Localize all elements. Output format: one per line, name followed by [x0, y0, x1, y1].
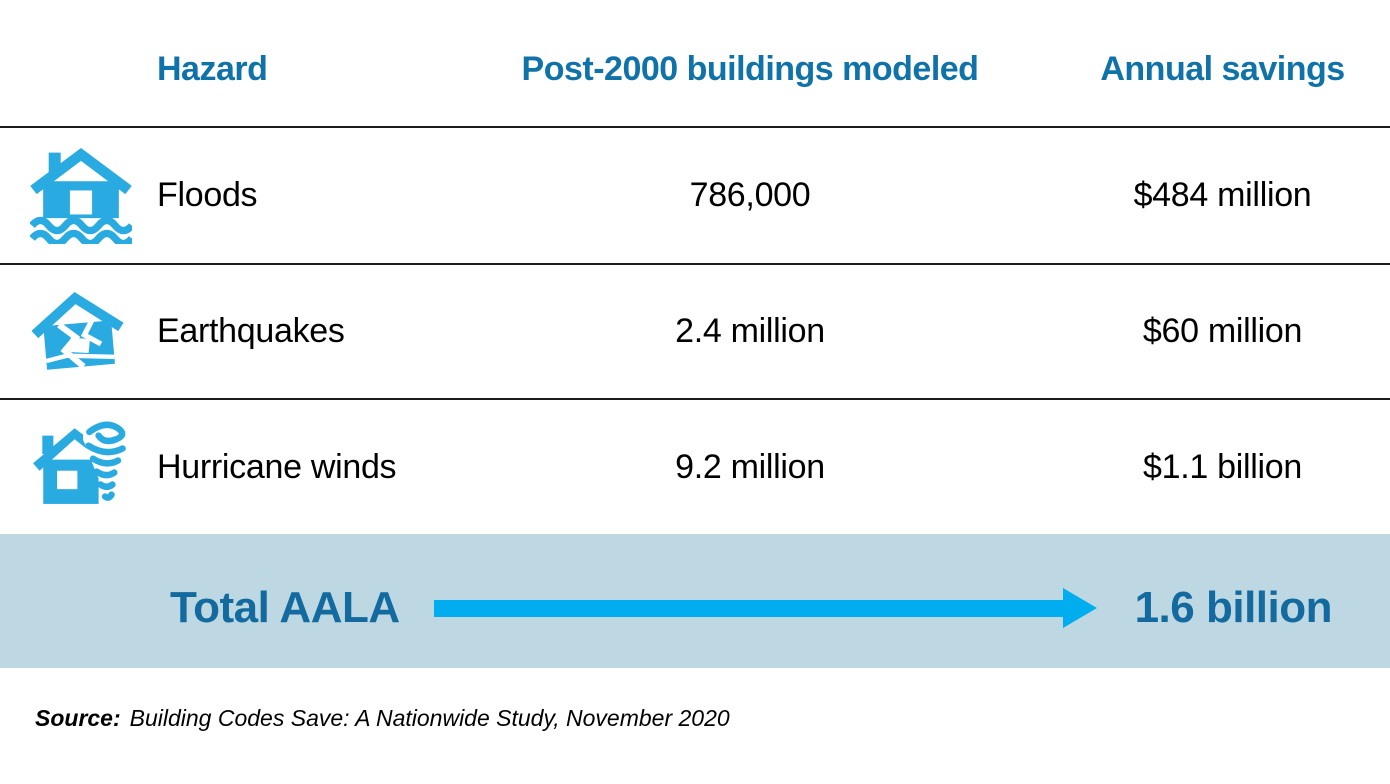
source-prefix: Source: — [35, 705, 121, 731]
hazard-cell-floods: Floods — [0, 147, 445, 244]
hazard-cell-earthquakes: Earthquakes — [0, 285, 445, 379]
hazard-cell-hurricane-winds: Hurricane winds — [0, 419, 445, 515]
hurricane-tornado-house-icon — [30, 419, 157, 515]
total-label: Total AALA — [170, 583, 400, 632]
total-row: Total AALA 1.6 billion — [0, 534, 1390, 668]
table-header-row: Hazard Post-2000 buildings modeled Annua… — [0, 0, 1390, 128]
source-line: Source: Building Codes Save: A Nationwide… — [0, 668, 1390, 732]
column-header-annual-savings: Annual savings — [1100, 49, 1345, 88]
buildings-modeled-value: 786,000 — [689, 176, 811, 214]
table-row-floods: Floods 786,000 $484 million — [0, 128, 1390, 265]
hazard-label: Hurricane winds — [157, 447, 397, 486]
table-row-earthquakes: Earthquakes 2.4 million $60 million — [0, 265, 1390, 400]
buildings-modeled-value: 2.4 million — [675, 312, 825, 350]
source-text: Building Codes Save: A Nationwide Study,… — [129, 705, 730, 731]
annual-savings-value: $484 million — [1133, 176, 1312, 214]
right-arrow-icon — [433, 599, 1063, 617]
hazard-label: Earthquakes — [157, 312, 345, 350]
hazard-label: Floods — [157, 176, 258, 214]
flood-house-icon — [30, 147, 157, 244]
column-header-buildings-modeled: Post-2000 buildings modeled — [521, 49, 979, 88]
total-value: 1.6 billion — [1134, 583, 1333, 632]
column-header-hazard: Hazard — [157, 49, 268, 88]
table-row-hurricane-winds: Hurricane winds 9.2 million $1.1 billion — [0, 400, 1390, 534]
buildings-modeled-value: 9.2 million — [675, 447, 825, 486]
annual-savings-value: $60 million — [1142, 312, 1303, 350]
earthquake-house-icon — [30, 285, 157, 379]
annual-savings-value: $1.1 billion — [1143, 447, 1302, 486]
